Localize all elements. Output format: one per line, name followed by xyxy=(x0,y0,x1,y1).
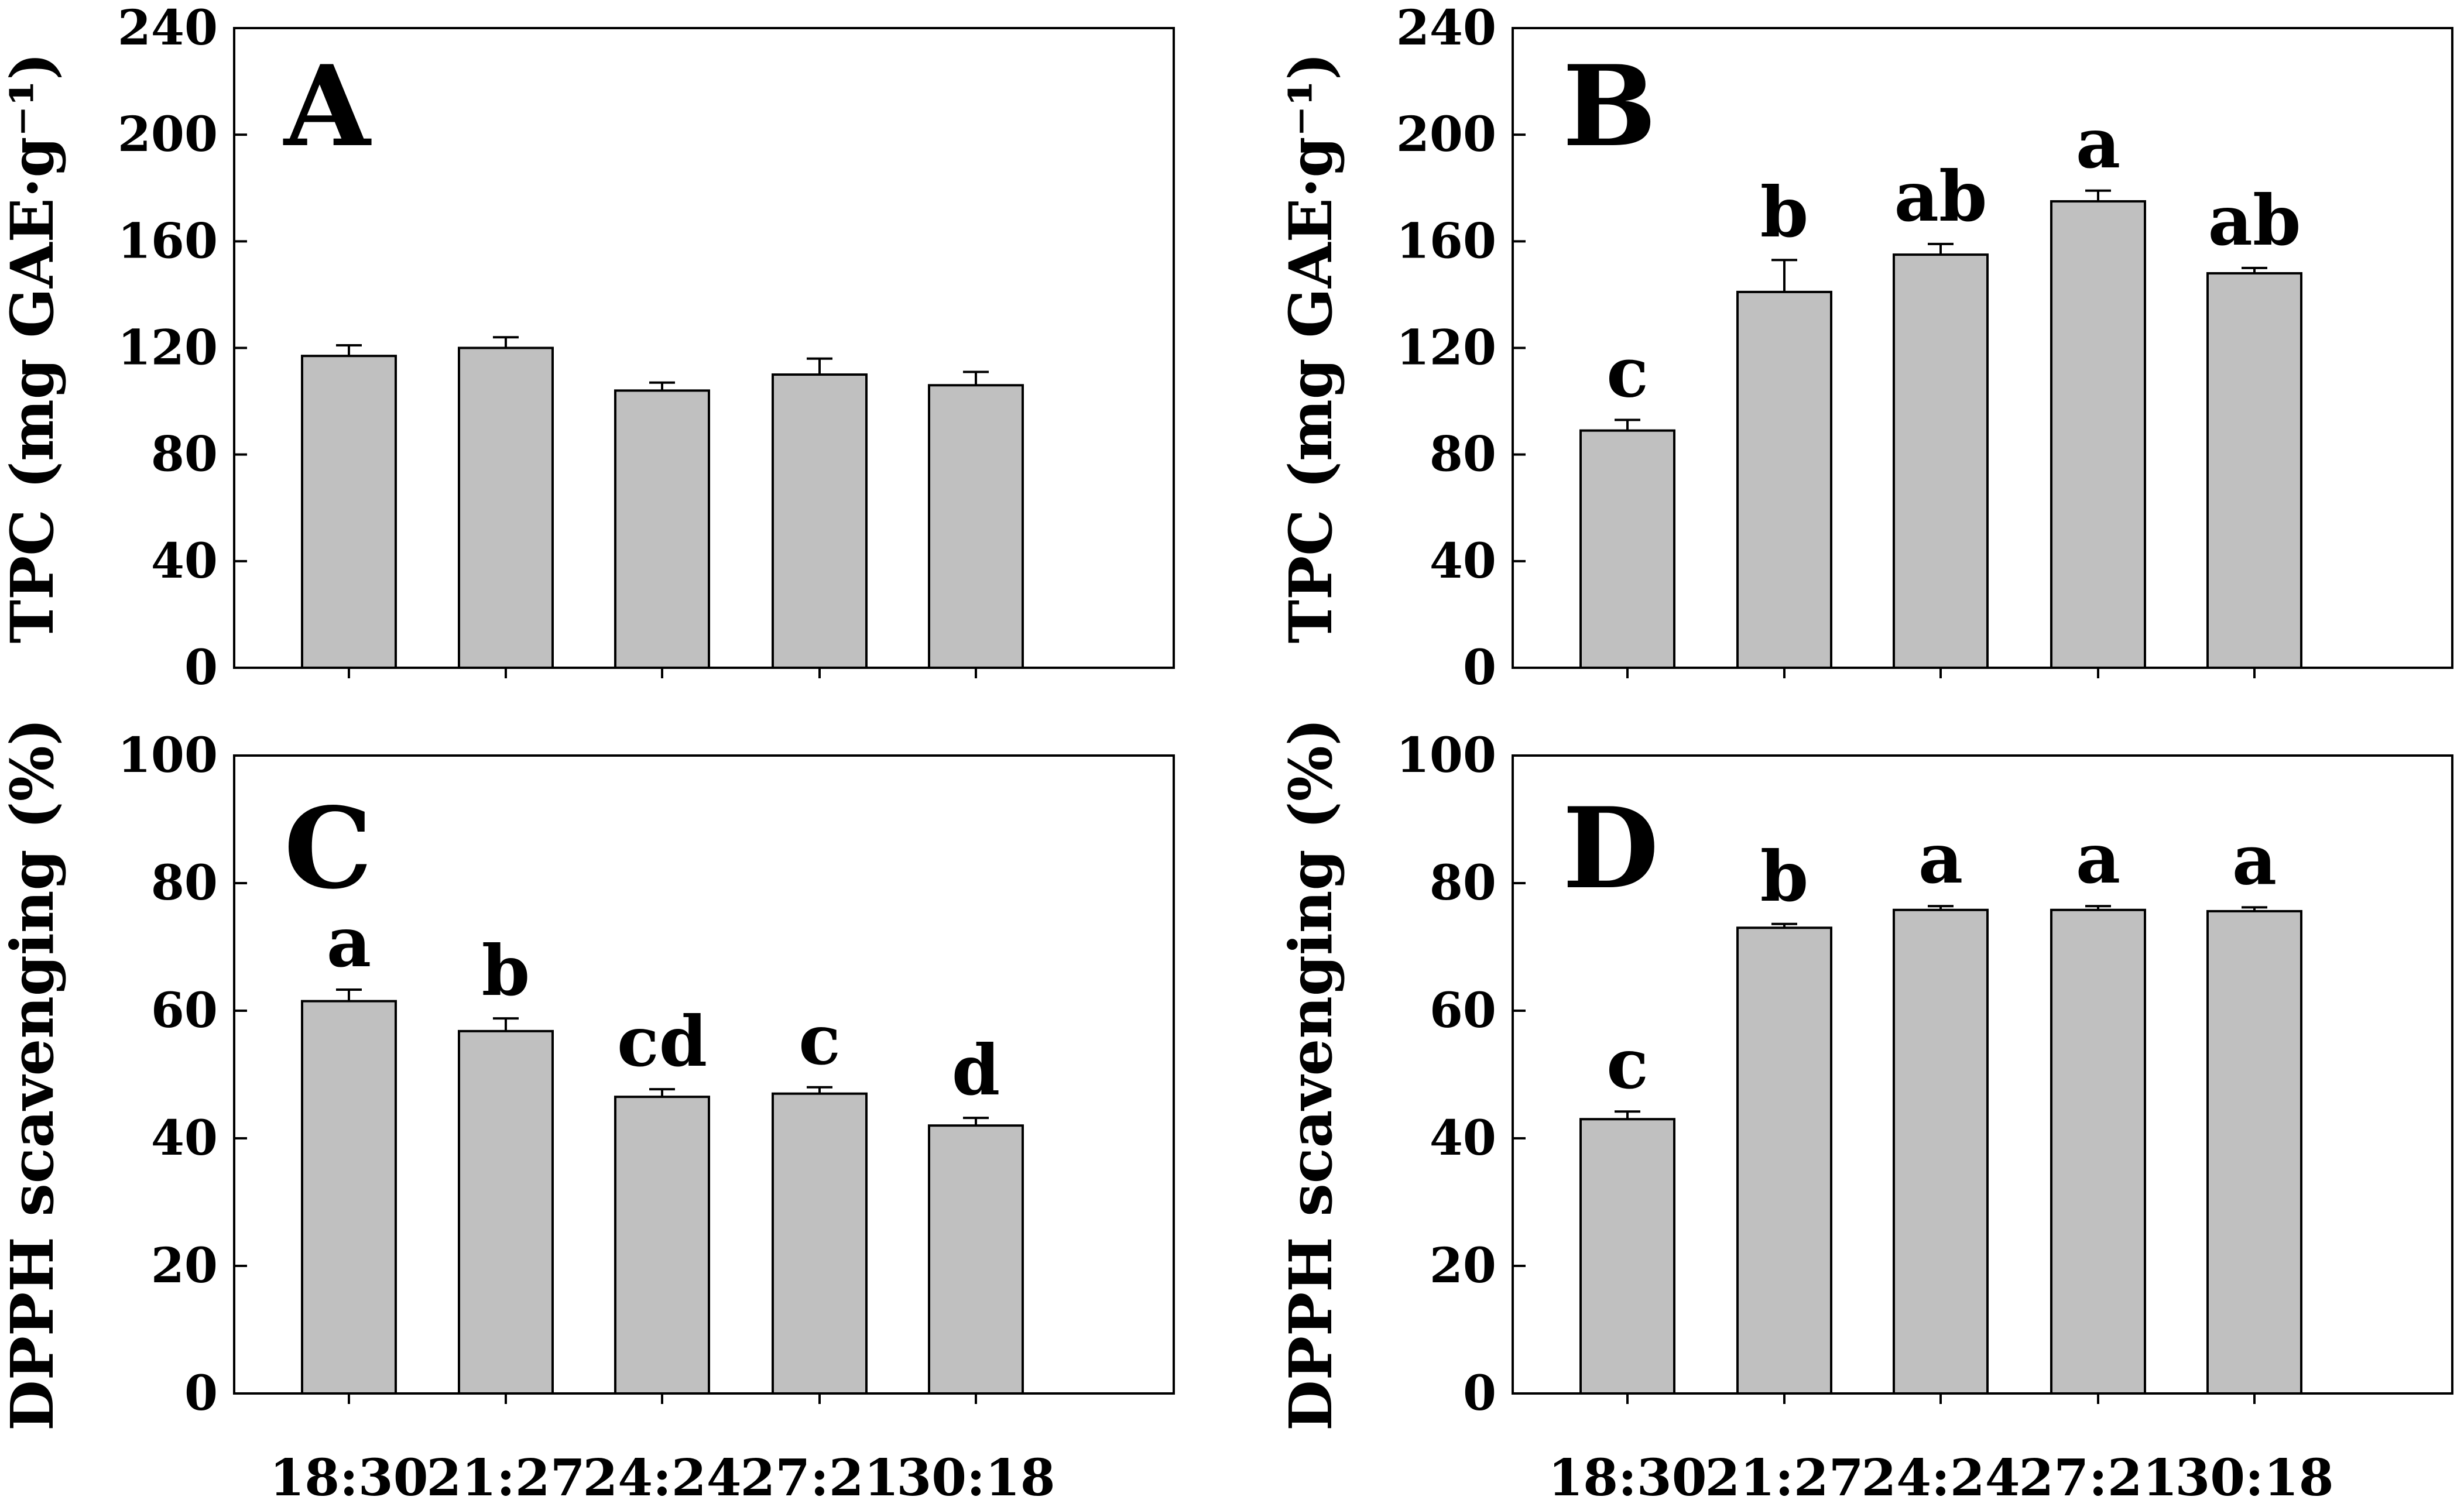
significance-letter: c xyxy=(799,999,841,1080)
significance-letter: a xyxy=(2076,102,2120,184)
y-tick-label: 60 xyxy=(151,983,218,1039)
bar xyxy=(614,1096,710,1395)
bar xyxy=(772,1092,868,1395)
y-tick-label: 20 xyxy=(1430,1238,1496,1294)
panel-letter: B xyxy=(1562,41,1657,171)
panel-c: 0 20 40 60 80 100 DPPH scavenging (%) Ca 18:30 b 2… xyxy=(0,718,1175,1507)
y-axis-title: DPPH scavenging (%) xyxy=(0,718,67,1431)
y-axis-title: TPC (mg GAE·g⁻¹) xyxy=(1276,53,1345,644)
significance-letter: a xyxy=(327,901,371,983)
x-tick-label: 24:24 xyxy=(1861,1448,2020,1507)
significance-letter: a xyxy=(1918,818,1963,899)
y-tick-label: 40 xyxy=(151,1110,218,1166)
x-tick-label: 27:21 xyxy=(740,1448,899,1507)
y-axis-title: TPC (mg GAE·g⁻¹) xyxy=(0,53,67,644)
y-tick-label: 240 xyxy=(1396,0,1496,56)
y-tick-label: 120 xyxy=(118,320,218,376)
x-tick-label: 21:27 xyxy=(1705,1448,1863,1507)
y-tick-label: 160 xyxy=(1396,213,1496,269)
y-tick-label: 20 xyxy=(151,1238,218,1294)
y-tick-label: 160 xyxy=(118,213,218,269)
x-tick-label: 27:21 xyxy=(2019,1448,2177,1507)
bar xyxy=(2206,272,2302,669)
y-tick-label: 100 xyxy=(1396,727,1496,784)
y-tick-label: 60 xyxy=(1430,983,1496,1039)
x-tick-label: 21:27 xyxy=(426,1448,585,1507)
bar xyxy=(928,1124,1024,1395)
y-axis-title: DPPH scavenging (%) xyxy=(1276,718,1345,1431)
bar xyxy=(301,355,397,669)
bar xyxy=(1579,1118,1675,1395)
significance-letter: c xyxy=(1606,1023,1649,1104)
y-tick-label: 40 xyxy=(151,533,218,589)
bar xyxy=(928,384,1024,670)
significance-letter: cd xyxy=(617,1001,707,1082)
bar xyxy=(2050,908,2146,1395)
bar xyxy=(1736,926,1832,1395)
significance-letter: ab xyxy=(1894,156,1987,237)
y-tick-label: 240 xyxy=(118,0,218,56)
bar xyxy=(2050,200,2146,670)
x-tick-label: 30:18 xyxy=(896,1448,1055,1507)
bar xyxy=(458,1029,554,1395)
significance-letter: b xyxy=(482,930,530,1011)
y-tick-label: 200 xyxy=(118,107,218,163)
y-tick-label: 0 xyxy=(1463,1365,1496,1422)
y-tick-label: 200 xyxy=(1396,107,1496,163)
bar xyxy=(1736,290,1832,669)
y-tick-label: 80 xyxy=(151,855,218,911)
y-tick-label: 80 xyxy=(1430,427,1496,483)
bar xyxy=(772,373,868,670)
panel-a: 0 40 80 120 160 200 240 TPC (mg GAE·g⁻¹) A xyxy=(0,0,1175,696)
x-tick-label: 18:30 xyxy=(1548,1448,1706,1507)
bar xyxy=(301,1000,397,1395)
panel-b: 0 40 80 120 160 200 240 TPC (mg GAE·g⁻¹) Bc b ab a a… xyxy=(1276,0,2453,696)
bar xyxy=(2206,909,2302,1395)
y-tick-label: 0 xyxy=(1463,640,1496,696)
bar xyxy=(1893,908,1989,1395)
significance-letter: b xyxy=(1760,836,1809,917)
panel-d: 0 20 40 60 80 100 DPPH scavenging (%) Dc 18:30 b 2… xyxy=(1276,718,2453,1507)
panel-letter: C xyxy=(284,783,372,914)
y-tick-label: 0 xyxy=(184,1365,218,1422)
y-tick-label: 80 xyxy=(1430,855,1496,911)
bar xyxy=(458,346,554,669)
y-tick-label: 100 xyxy=(118,727,218,784)
significance-letter: b xyxy=(1760,171,1809,253)
y-tick-label: 80 xyxy=(151,427,218,483)
significance-letter: a xyxy=(2076,818,2120,899)
y-tick-label: 40 xyxy=(1430,533,1496,589)
significance-letter: a xyxy=(2232,819,2277,900)
bar xyxy=(614,389,710,669)
x-tick-label: 30:18 xyxy=(2175,1448,2333,1507)
x-tick-label: 18:30 xyxy=(269,1448,428,1507)
bar xyxy=(1579,429,1675,669)
panel-letter: D xyxy=(1562,783,1659,914)
significance-letter: c xyxy=(1606,331,1649,413)
significance-letter: ab xyxy=(2208,180,2301,261)
panel-letter: A xyxy=(283,41,372,171)
significance-letter: d xyxy=(952,1029,1000,1111)
y-tick-label: 0 xyxy=(184,640,218,696)
y-tick-label: 40 xyxy=(1430,1110,1496,1166)
y-tick-label: 120 xyxy=(1396,320,1496,376)
x-tick-label: 24:24 xyxy=(582,1448,741,1507)
bar xyxy=(1893,253,1989,669)
